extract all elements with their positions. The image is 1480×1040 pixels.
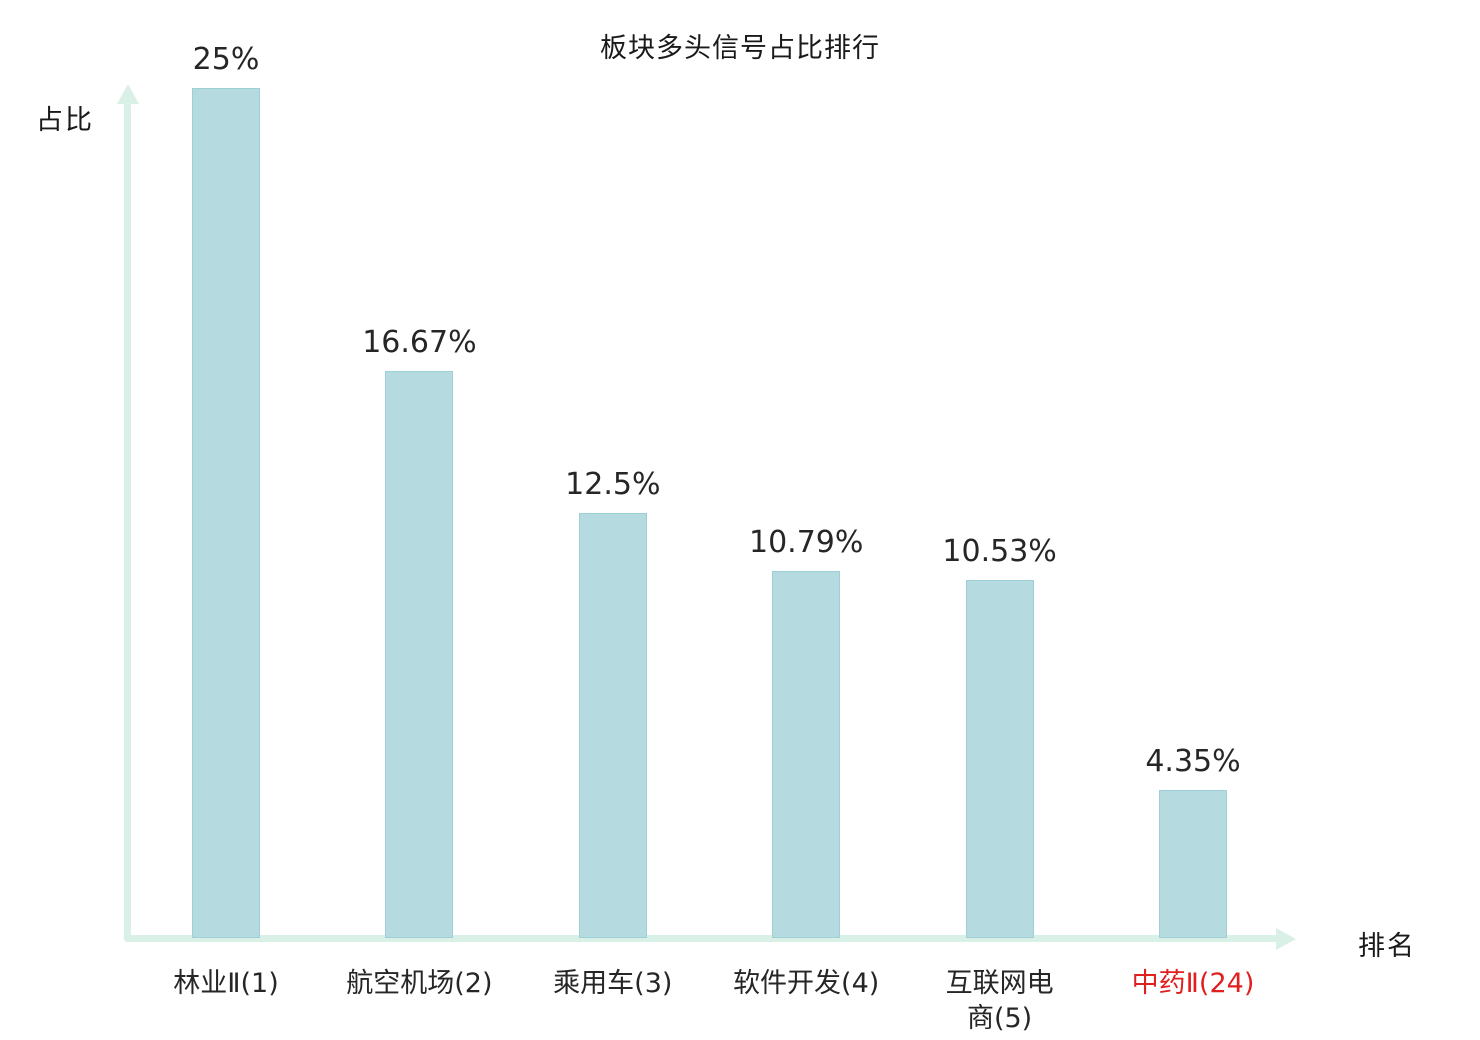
- bar-value-label: 25%: [192, 42, 260, 77]
- bar-value-label: 12.5%: [565, 467, 661, 502]
- x-axis-label: 排名: [1358, 931, 1416, 962]
- y-axis-line: [124, 102, 131, 942]
- bar-category-label: 乘用车(3): [553, 968, 673, 999]
- bar: [578, 513, 647, 938]
- bar: [385, 371, 454, 938]
- bar: [772, 571, 841, 938]
- bar-value-label: 10.79%: [748, 525, 864, 560]
- x-axis-arrow-icon: [1276, 927, 1296, 950]
- chart-title: 板块多头信号占比排行: [600, 33, 880, 64]
- bar: [192, 88, 260, 938]
- bar-category-label: 中药Ⅱ(24): [1131, 968, 1255, 999]
- bar-category-label: 航空机场(2): [346, 968, 493, 999]
- y-axis-arrow-icon: [116, 84, 139, 104]
- bar: [965, 580, 1034, 938]
- bar-category-label: 林业Ⅱ(1): [173, 968, 279, 999]
- bar-value-label: 4.35%: [1145, 744, 1241, 779]
- x-axis-line: [124, 935, 1280, 942]
- bar-value-label: 16.67%: [362, 325, 477, 360]
- y-axis-label: 占比: [36, 105, 94, 136]
- bar-category-label: 软件开发(4): [733, 968, 880, 999]
- bar: [1159, 790, 1227, 938]
- bar-value-label: 10.53%: [942, 534, 1057, 569]
- bar-category-label: 互联网电 商(5): [945, 968, 1054, 1035]
